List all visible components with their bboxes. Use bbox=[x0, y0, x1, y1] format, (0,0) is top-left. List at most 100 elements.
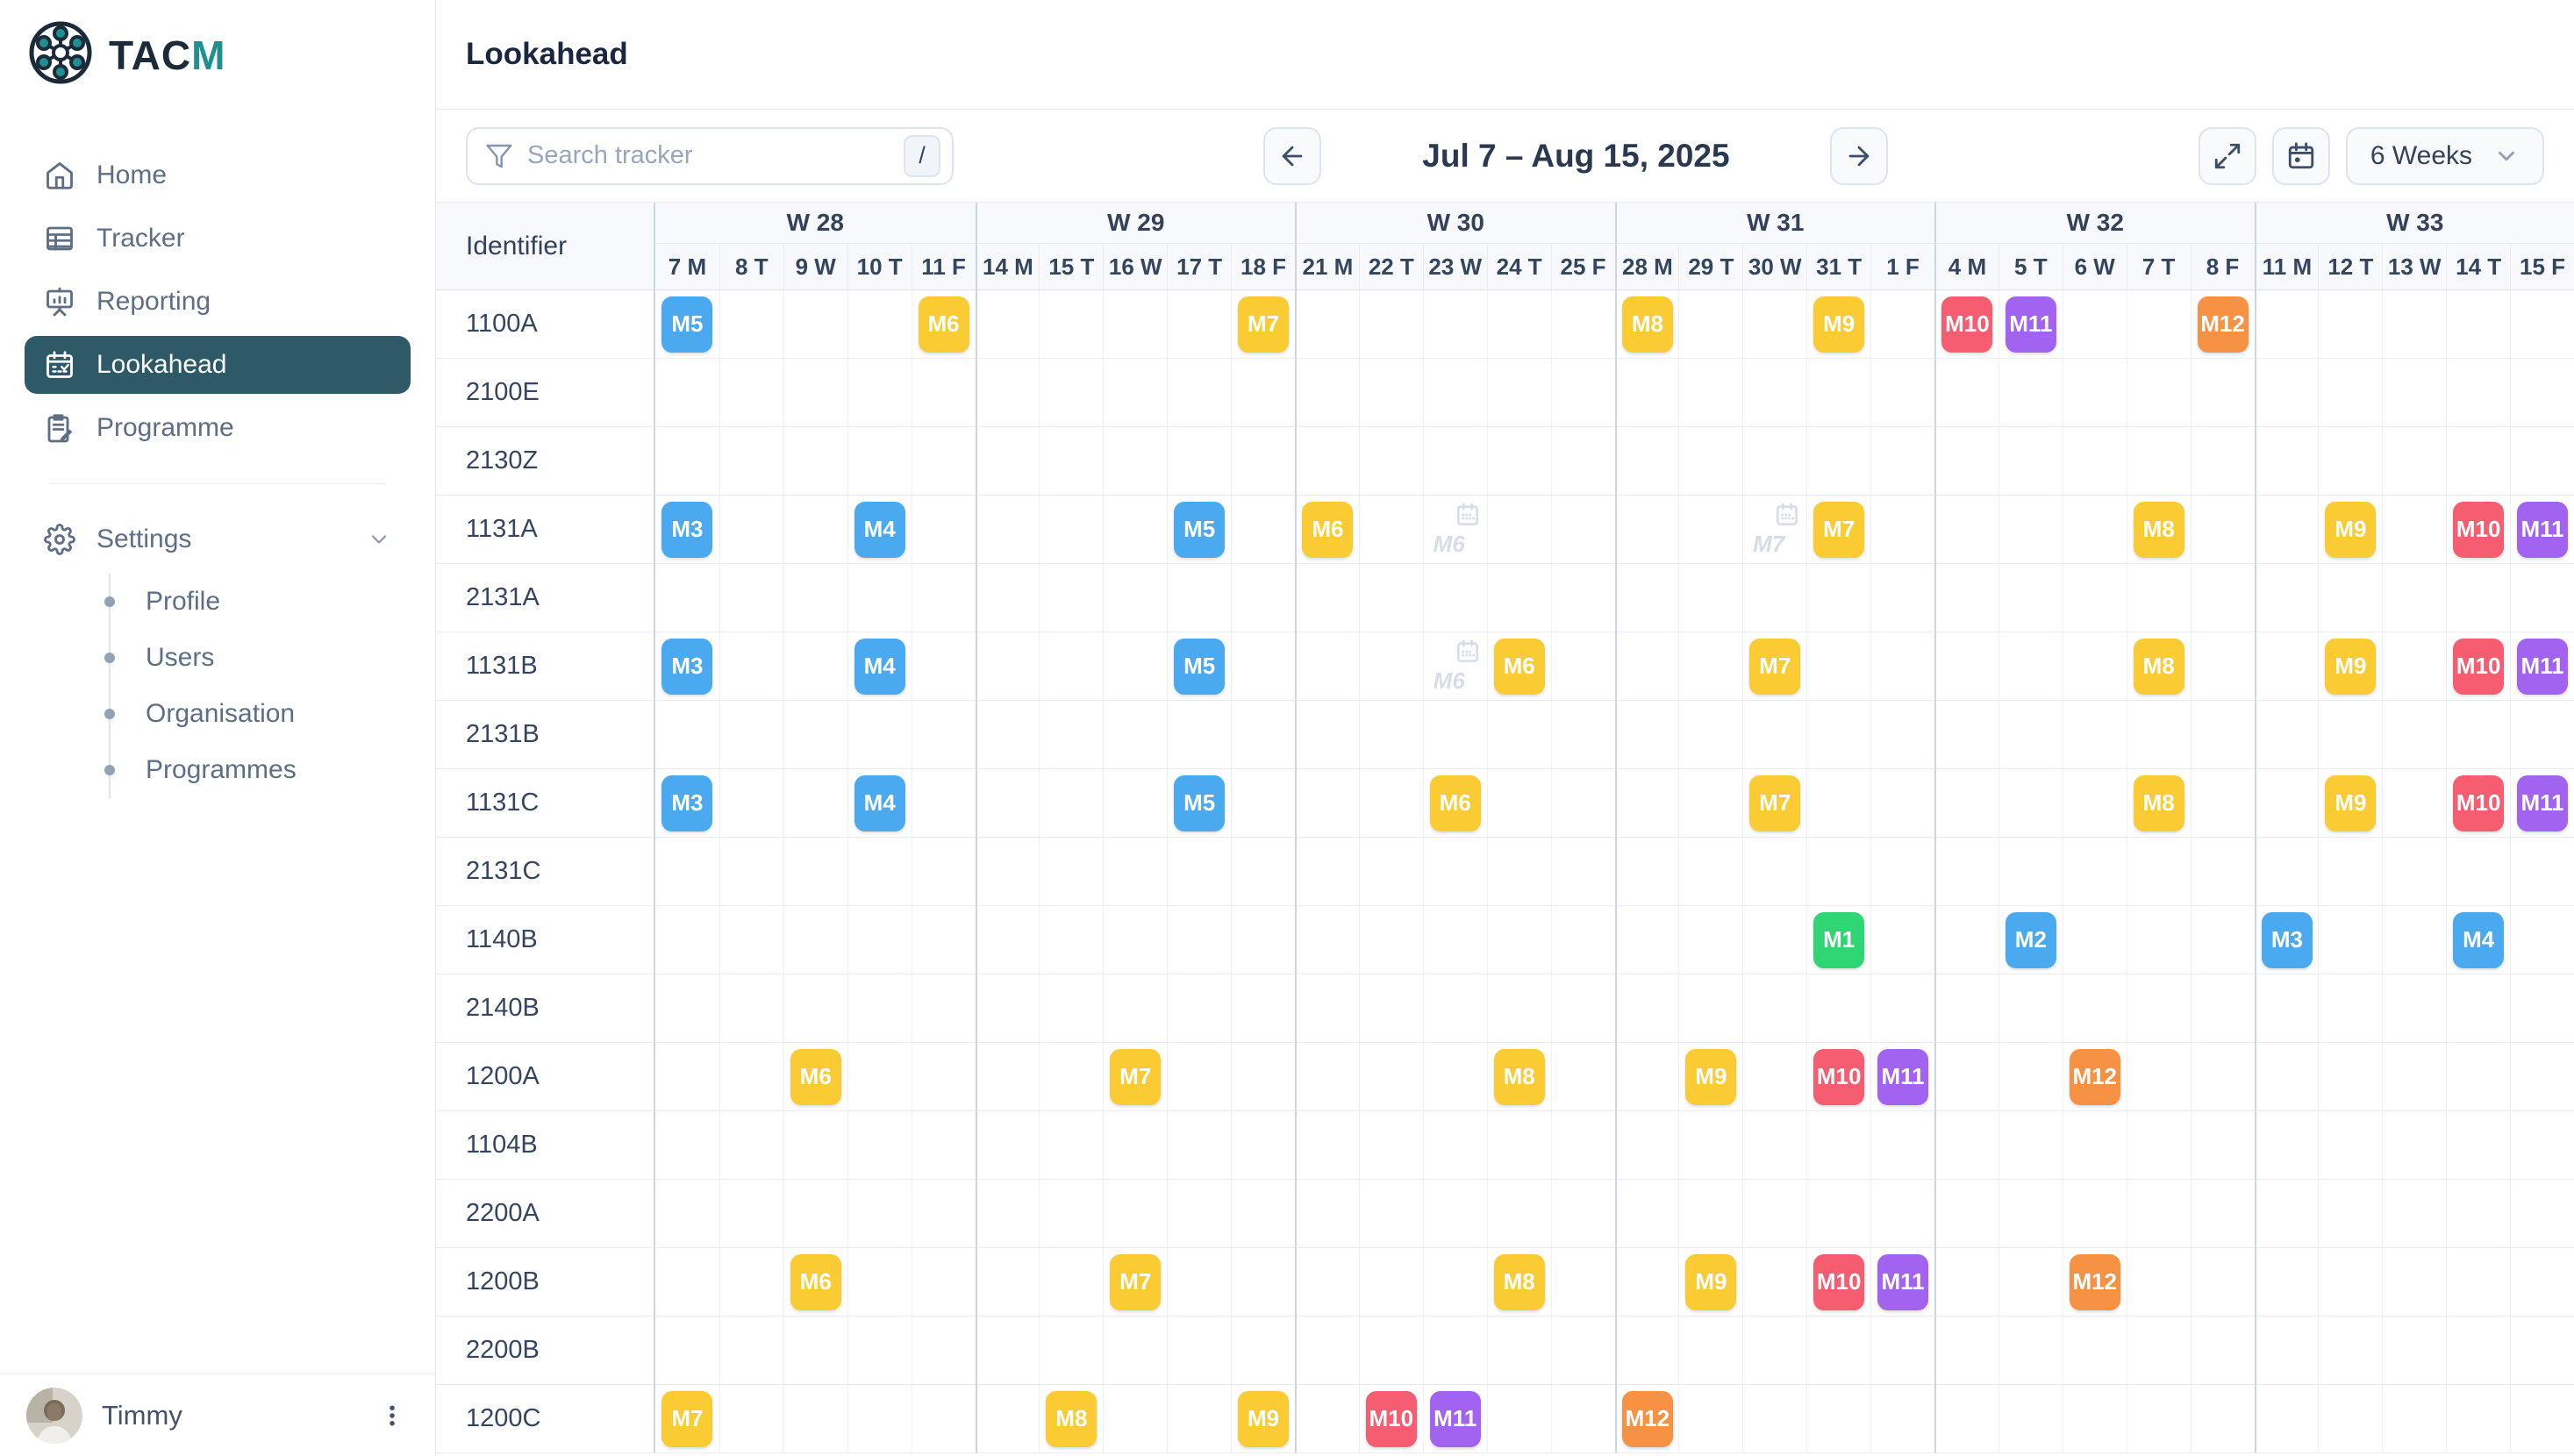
milestone-chip-m3[interactable]: M3 bbox=[661, 774, 713, 831]
grid-day-cell bbox=[2126, 701, 2191, 769]
milestone-chip-m4[interactable]: M4 bbox=[854, 501, 905, 558]
grid-day-cell bbox=[1742, 838, 1807, 906]
milestone-chip-m10[interactable]: M10 bbox=[2453, 638, 2505, 695]
milestone-chip-m7[interactable]: M7 bbox=[1110, 1253, 1162, 1310]
milestone-chip-m4[interactable]: M4 bbox=[854, 774, 905, 831]
grid-day-cell bbox=[2190, 427, 2255, 496]
search-input-wrapper[interactable]: / bbox=[466, 126, 954, 185]
grid-day-cell bbox=[1167, 1043, 1232, 1111]
grid-day-cell bbox=[655, 701, 719, 769]
sidebar-subitem-organisation[interactable]: Organisation bbox=[111, 686, 411, 742]
milestone-chip-m6[interactable]: M6 bbox=[790, 1048, 841, 1105]
sidebar-subitem-users[interactable]: Users bbox=[111, 630, 411, 686]
milestone-chip-m5[interactable]: M5 bbox=[1174, 774, 1226, 831]
milestone-chip-m11[interactable]: M11 bbox=[2005, 296, 2056, 353]
milestone-chip-m11[interactable]: M11 bbox=[1877, 1048, 1929, 1105]
milestone-chip-m5[interactable]: M5 bbox=[1174, 638, 1226, 695]
milestone-chip-m7[interactable]: M7 bbox=[1813, 501, 1865, 558]
grid-day-cell bbox=[2126, 974, 2191, 1043]
milestone-chip-m8[interactable]: M8 bbox=[2133, 774, 2184, 831]
grid-day-cell bbox=[1039, 1317, 1104, 1385]
sidebar-item-settings[interactable]: Settings bbox=[25, 510, 411, 568]
milestone-chip-m9[interactable]: M9 bbox=[1813, 296, 1865, 353]
milestone-chip-m9[interactable]: M9 bbox=[2325, 501, 2377, 558]
fullscreen-button[interactable] bbox=[2198, 126, 2256, 185]
milestone-chip-m1[interactable]: M1 bbox=[1813, 911, 1865, 968]
milestone-chip-m6[interactable]: M6 bbox=[790, 1253, 841, 1310]
planned-milestone-m7[interactable]: M7 bbox=[1748, 501, 1801, 558]
jump-to-today-button[interactable] bbox=[2271, 126, 2330, 185]
sidebar-item-home[interactable]: Home bbox=[25, 146, 411, 204]
milestone-chip-m6[interactable]: M6 bbox=[918, 296, 969, 353]
grid-day-cell bbox=[1678, 769, 1743, 838]
milestone-chip-m3[interactable]: M3 bbox=[661, 501, 713, 558]
milestone-chip-m4[interactable]: M4 bbox=[2453, 911, 2505, 968]
grid-day-cell bbox=[655, 838, 719, 906]
range-selector[interactable]: 6 Weeks bbox=[2345, 126, 2545, 185]
row-identifier: 1200C bbox=[436, 1385, 655, 1453]
milestone-chip-m10[interactable]: M10 bbox=[1365, 1390, 1417, 1447]
milestone-chip-m8[interactable]: M8 bbox=[1621, 296, 1673, 353]
milestone-chip-m12[interactable]: M12 bbox=[2069, 1253, 2120, 1310]
sidebar-item-tracker[interactable]: Tracker bbox=[25, 210, 411, 268]
grid-day-cell bbox=[1678, 1180, 1743, 1248]
milestone-chip-m10[interactable]: M10 bbox=[1813, 1048, 1865, 1105]
sidebar-item-lookahead[interactable]: Lookahead bbox=[25, 336, 411, 394]
milestone-chip-m9[interactable]: M9 bbox=[1685, 1253, 1737, 1310]
milestone-chip-m9[interactable]: M9 bbox=[2325, 638, 2377, 695]
milestone-chip-m7[interactable]: M7 bbox=[1749, 638, 1801, 695]
planned-milestone-label: M7 bbox=[1753, 531, 1785, 557]
grid-day-cell bbox=[1742, 1180, 1807, 1248]
milestone-chip-m7[interactable]: M7 bbox=[1749, 774, 1801, 831]
milestone-chip-m11[interactable]: M11 bbox=[2517, 638, 2569, 695]
milestone-chip-m11[interactable]: M11 bbox=[1429, 1390, 1481, 1447]
sidebar-item-programme[interactable]: Programme bbox=[25, 399, 411, 457]
user-card[interactable]: Timmy bbox=[0, 1374, 435, 1456]
milestone-chip-m2[interactable]: M2 bbox=[2005, 911, 2056, 968]
milestone-chip-m10[interactable]: M10 bbox=[2453, 774, 2505, 831]
search-input[interactable] bbox=[527, 141, 890, 170]
milestone-chip-m7[interactable]: M7 bbox=[1238, 296, 1290, 353]
milestone-chip-m10[interactable]: M10 bbox=[2453, 501, 2505, 558]
kebab-menu-icon[interactable] bbox=[379, 1402, 405, 1429]
milestone-chip-m9[interactable]: M9 bbox=[2325, 774, 2377, 831]
milestone-chip-m3[interactable]: M3 bbox=[2261, 911, 2313, 968]
grid-day-cell bbox=[719, 496, 783, 564]
milestone-chip-m3[interactable]: M3 bbox=[661, 638, 713, 695]
grid-day-cell bbox=[2382, 906, 2447, 974]
milestone-chip-m12[interactable]: M12 bbox=[2197, 296, 2249, 353]
chevron-down-icon bbox=[367, 527, 391, 552]
milestone-chip-m8[interactable]: M8 bbox=[2133, 638, 2184, 695]
milestone-chip-m8[interactable]: M8 bbox=[1493, 1048, 1545, 1105]
sidebar-subitem-profile[interactable]: Profile bbox=[111, 574, 411, 630]
grid-day-cell bbox=[2062, 359, 2127, 427]
planned-milestone-m6[interactable]: M6 bbox=[1429, 638, 1482, 695]
milestone-chip-m6[interactable]: M6 bbox=[1429, 774, 1481, 831]
milestone-chip-m11[interactable]: M11 bbox=[1877, 1253, 1929, 1310]
milestone-chip-m7[interactable]: M7 bbox=[661, 1390, 713, 1447]
milestone-chip-m10[interactable]: M10 bbox=[1941, 296, 1993, 353]
next-period-button[interactable] bbox=[1830, 126, 1889, 185]
sidebar-item-reporting[interactable]: Reporting bbox=[25, 273, 411, 331]
planned-milestone-m6[interactable]: M6 bbox=[1429, 501, 1482, 558]
milestone-chip-m12[interactable]: M12 bbox=[1621, 1390, 1673, 1447]
milestone-chip-m8[interactable]: M8 bbox=[1046, 1390, 1098, 1447]
milestone-chip-m8[interactable]: M8 bbox=[1493, 1253, 1545, 1310]
milestone-chip-m5[interactable]: M5 bbox=[661, 296, 713, 353]
milestone-chip-m9[interactable]: M9 bbox=[1238, 1390, 1290, 1447]
milestone-chip-m9[interactable]: M9 bbox=[1685, 1048, 1737, 1105]
milestone-chip-m5[interactable]: M5 bbox=[1174, 501, 1226, 558]
sidebar-subitem-programmes[interactable]: Programmes bbox=[111, 742, 411, 798]
milestone-chip-m11[interactable]: M11 bbox=[2517, 774, 2569, 831]
milestone-chip-m8[interactable]: M8 bbox=[2133, 501, 2184, 558]
grid-day-cell bbox=[1678, 496, 1743, 564]
milestone-chip-m12[interactable]: M12 bbox=[2069, 1048, 2120, 1105]
milestone-chip-m6[interactable]: M6 bbox=[1302, 501, 1354, 558]
milestone-chip-m7[interactable]: M7 bbox=[1110, 1048, 1162, 1105]
milestone-chip-m11[interactable]: M11 bbox=[2517, 501, 2569, 558]
grid-day-cell bbox=[975, 769, 1040, 838]
milestone-chip-m4[interactable]: M4 bbox=[854, 638, 905, 695]
milestone-chip-m10[interactable]: M10 bbox=[1813, 1253, 1865, 1310]
prev-period-button[interactable] bbox=[1263, 126, 1322, 185]
milestone-chip-m6[interactable]: M6 bbox=[1493, 638, 1545, 695]
